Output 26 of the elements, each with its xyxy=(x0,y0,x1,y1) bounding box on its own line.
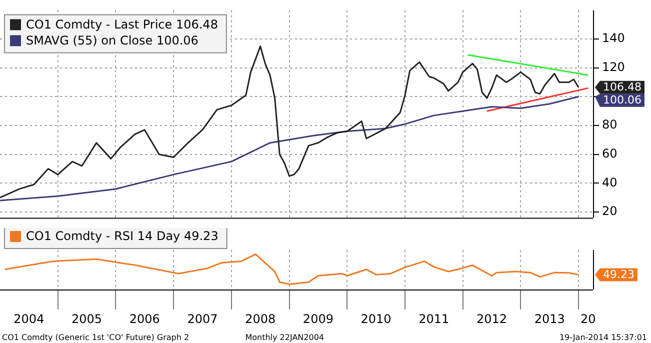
x-tick-label: 2004 xyxy=(14,312,44,326)
x-tick-label: 2010 xyxy=(360,312,392,326)
annotation: 100.06 xyxy=(603,94,642,107)
x-tick-label: 2008 xyxy=(245,312,276,326)
x-tick-label: 20 xyxy=(580,312,596,326)
y-tick-label: 120 xyxy=(602,60,625,74)
legend-label: SMAVG (55) on Close 100.06 xyxy=(26,33,198,48)
x-tick-label: 2009 xyxy=(302,312,334,326)
x-tick-label: 2013 xyxy=(534,312,565,326)
y-tick-label: 20 xyxy=(602,204,618,218)
x-tick-label: 2007 xyxy=(187,312,218,326)
legend-label: CO1 Comdty - RSI 14 Day 49.23 xyxy=(26,229,218,244)
x-tick-label: 2012 xyxy=(476,312,508,326)
text: Monthly 22JAN2004 xyxy=(245,333,324,342)
annotation: 106.48 xyxy=(603,80,642,94)
text: 19-Jan-2014 15:37:01 xyxy=(559,333,647,342)
text: CO1 Comdty (Generic 1st 'CO' Future) Graph 2 xyxy=(2,333,190,342)
y-tick-label: 140 xyxy=(602,31,625,46)
annotation: 49.23 xyxy=(603,268,634,282)
legend-label: CO1 Comdty - Last Price 106.48 xyxy=(26,17,218,32)
y-tick-label: 40 xyxy=(602,175,618,190)
y-tick-label: 80 xyxy=(602,118,618,132)
x-tick-label: 2006 xyxy=(129,312,160,326)
x-tick-label: 2011 xyxy=(418,312,450,326)
x-tick-label: 2005 xyxy=(72,312,102,326)
y-tick-label: 60 xyxy=(602,146,618,160)
